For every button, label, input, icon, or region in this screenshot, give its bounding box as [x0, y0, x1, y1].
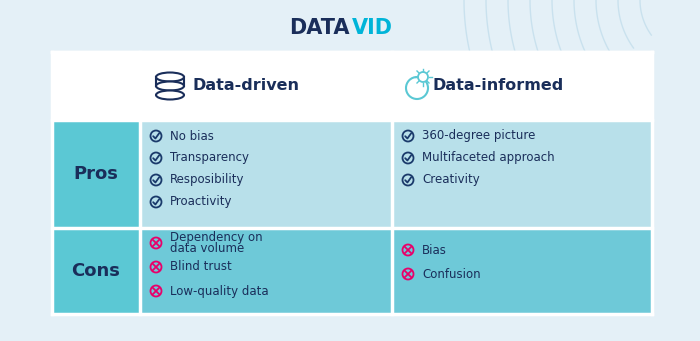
Ellipse shape — [156, 90, 184, 100]
Text: Transparency: Transparency — [170, 151, 249, 164]
Text: Dependency on: Dependency on — [170, 232, 262, 244]
Text: No bias: No bias — [170, 130, 214, 143]
Text: Proactivity: Proactivity — [170, 195, 232, 208]
Text: VID: VID — [352, 18, 393, 38]
Bar — [140, 120, 392, 228]
Text: Resposibility: Resposibility — [170, 174, 244, 187]
Bar — [392, 228, 652, 314]
Text: data volume: data volume — [170, 241, 244, 254]
Circle shape — [418, 72, 428, 82]
Text: Data-informed: Data-informed — [433, 78, 564, 93]
Text: Creativity: Creativity — [422, 174, 480, 187]
Text: Blind trust: Blind trust — [170, 261, 232, 273]
Bar — [52, 120, 140, 228]
Bar — [52, 52, 652, 314]
Bar — [140, 228, 392, 314]
Text: Multifaceted approach: Multifaceted approach — [422, 151, 554, 164]
Ellipse shape — [156, 73, 184, 81]
Text: 360-degree picture: 360-degree picture — [422, 130, 536, 143]
Text: DATA: DATA — [290, 18, 350, 38]
Bar — [392, 120, 652, 228]
Text: Low-quality data: Low-quality data — [170, 284, 269, 297]
Text: Bias: Bias — [422, 243, 447, 256]
Bar — [52, 228, 140, 314]
Ellipse shape — [156, 81, 184, 90]
Circle shape — [406, 77, 428, 99]
Text: Pros: Pros — [74, 165, 118, 183]
Text: Confusion: Confusion — [422, 267, 481, 281]
Bar — [52, 52, 652, 120]
Text: Cons: Cons — [71, 262, 120, 280]
Text: Data-driven: Data-driven — [192, 78, 299, 93]
